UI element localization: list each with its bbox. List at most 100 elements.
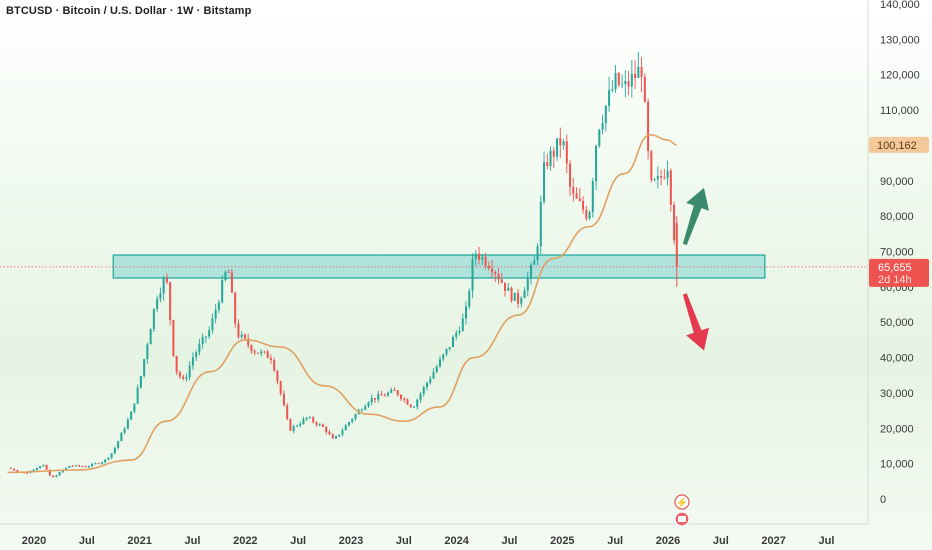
- candle-body: [94, 463, 97, 465]
- candle-body: [126, 419, 129, 429]
- y-tick-label: 0: [880, 494, 886, 506]
- candle-body: [442, 354, 445, 360]
- y-tick-label: 30,000: [880, 388, 914, 400]
- candle-body: [149, 329, 152, 345]
- candle-body: [253, 351, 256, 353]
- candle-body: [104, 459, 107, 463]
- candle-body: [377, 394, 380, 400]
- candle-body: [412, 406, 416, 408]
- candle-body: [637, 66, 640, 78]
- candle-body: [565, 141, 568, 164]
- candle-body: [373, 398, 376, 400]
- candle-body: [250, 345, 253, 352]
- x-tick-label: Jul: [502, 535, 518, 547]
- candle-body: [572, 186, 575, 194]
- candle-body: [497, 274, 500, 280]
- candle-body: [240, 334, 243, 338]
- candle-body: [575, 193, 578, 199]
- candle-body: [341, 430, 344, 435]
- candle-body: [422, 387, 425, 394]
- candle-body: [546, 162, 549, 166]
- candle-body: [172, 320, 175, 356]
- y-tick-label: 80,000: [880, 211, 914, 223]
- candle-body: [399, 395, 402, 399]
- candle-body: [321, 424, 324, 427]
- candle-body: [78, 465, 81, 467]
- candle-body: [107, 457, 110, 460]
- candle-body: [61, 470, 64, 473]
- last-price-label: 65,655: [878, 262, 912, 274]
- candle-body: [559, 138, 562, 146]
- x-tick-label: Jul: [607, 535, 623, 547]
- candle-body: [653, 179, 656, 181]
- candle-body: [578, 198, 581, 201]
- candle-body: [214, 309, 217, 319]
- candle-body: [487, 265, 490, 269]
- y-tick-label: 10,000: [880, 459, 914, 471]
- candle-body: [165, 278, 168, 283]
- candle-body: [182, 376, 185, 379]
- candle-body: [97, 463, 100, 465]
- candle-body: [585, 209, 588, 219]
- x-tick-label: Jul: [396, 535, 412, 547]
- candle-body: [16, 470, 19, 472]
- candle-body: [123, 428, 126, 433]
- candle-body: [406, 399, 409, 405]
- candle-body: [45, 464, 48, 470]
- candle-body: [175, 355, 178, 373]
- candle-body: [647, 101, 650, 152]
- candle-body: [474, 253, 477, 260]
- x-tick-label: Jul: [79, 535, 95, 547]
- event-lightning-icon[interactable]: [674, 494, 690, 510]
- candle-body: [608, 90, 611, 106]
- candle-body: [468, 290, 471, 307]
- candle-body: [169, 282, 172, 321]
- bearish-arrow[interactable]: [682, 293, 709, 351]
- candle-body: [130, 411, 133, 420]
- candle-body: [438, 359, 442, 367]
- candle-body: [32, 469, 35, 471]
- candle-body: [666, 170, 669, 178]
- candle-body: [562, 141, 565, 146]
- candle-body: [396, 390, 399, 396]
- candle-body: [582, 200, 585, 210]
- candle-body: [260, 351, 263, 354]
- candle-body: [305, 417, 308, 419]
- candle-body: [201, 337, 204, 345]
- candle-body: [185, 377, 188, 379]
- candle-body: [87, 466, 90, 468]
- candle-body: [195, 352, 198, 358]
- candle-body: [146, 344, 149, 360]
- candle-body: [656, 175, 659, 180]
- candle-body: [217, 302, 220, 310]
- candle-body: [208, 330, 211, 337]
- candle-body: [491, 268, 494, 273]
- candle-body: [660, 175, 663, 178]
- candle-body: [383, 395, 386, 397]
- candle-body: [315, 422, 318, 425]
- candle-body: [601, 123, 604, 130]
- bullish-arrow[interactable]: [682, 187, 709, 246]
- x-tick-label: 2027: [761, 535, 785, 547]
- candle-body: [91, 463, 94, 467]
- candle-body: [198, 344, 201, 353]
- candle-body: [84, 466, 87, 468]
- y-tick-label: 70,000: [880, 247, 914, 259]
- candle-body: [533, 260, 536, 265]
- candle-body: [643, 77, 646, 102]
- x-tick-label: 2021: [127, 535, 151, 547]
- y-tick-label: 40,000: [880, 353, 914, 365]
- candle-body: [380, 394, 383, 396]
- candle-body: [549, 150, 552, 166]
- candle-body: [364, 406, 367, 410]
- candle-body: [55, 475, 58, 478]
- candle-body: [224, 271, 227, 281]
- candle-body: [543, 162, 546, 202]
- candle-body: [152, 308, 155, 330]
- candle-body: [48, 469, 51, 476]
- candle-body: [663, 177, 666, 179]
- candle-body: [432, 372, 435, 379]
- candle-body: [588, 212, 591, 219]
- candle-body: [461, 318, 464, 332]
